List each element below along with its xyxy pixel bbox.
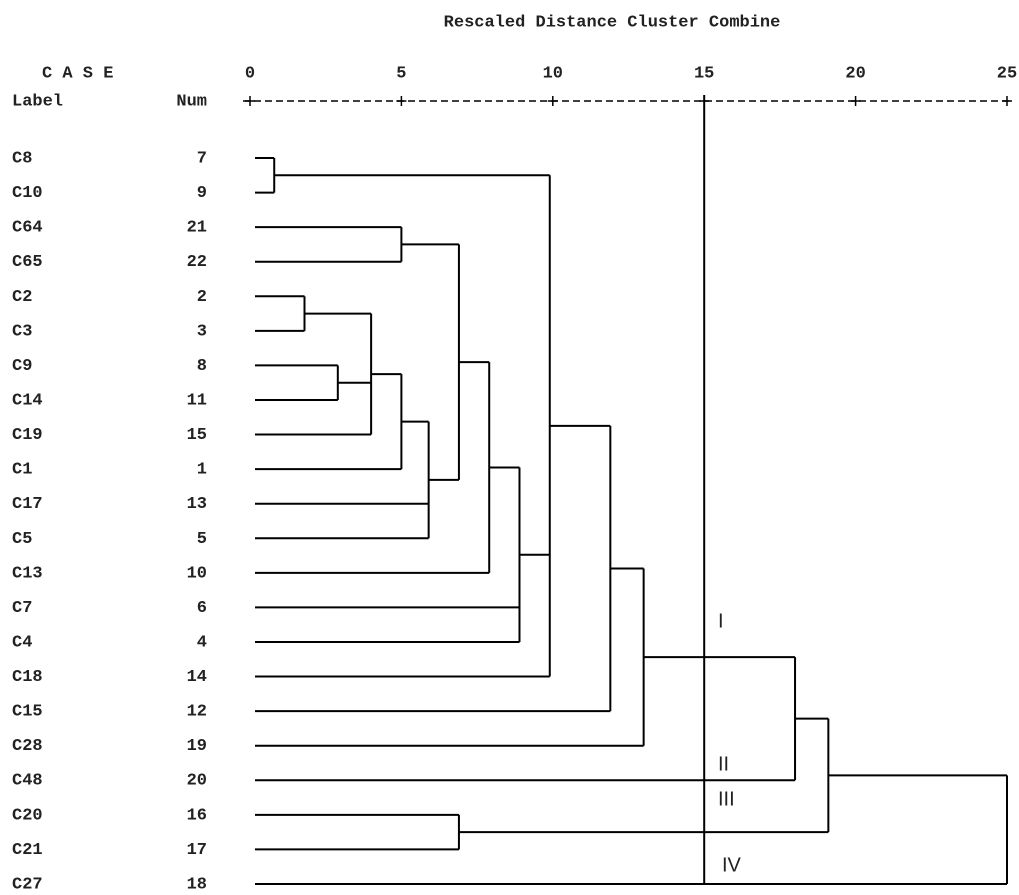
case-label: C18 <box>12 668 43 687</box>
chart-title: Rescaled Distance Cluster Combine <box>444 13 781 32</box>
case-num: 2 <box>197 288 207 307</box>
case-num: 5 <box>197 530 207 549</box>
case-num: 6 <box>197 599 207 618</box>
case-label: C64 <box>12 219 43 238</box>
case-label: C9 <box>12 357 32 376</box>
cluster-label: II <box>718 753 729 775</box>
case-num: 19 <box>187 737 207 756</box>
num-header: Num <box>176 92 207 111</box>
case-num: 7 <box>197 149 207 168</box>
case-label: C65 <box>12 253 43 272</box>
case-label: C2 <box>12 288 32 307</box>
case-num: 16 <box>187 806 207 825</box>
case-num: 9 <box>197 184 207 203</box>
x-tick-label: 5 <box>396 64 406 83</box>
x-tick-label: 15 <box>694 64 714 83</box>
case-label: C21 <box>12 841 43 860</box>
cluster-label: III <box>718 788 735 810</box>
case-num: 18 <box>187 875 207 894</box>
case-label: C10 <box>12 184 43 203</box>
case-num: 3 <box>197 322 207 341</box>
case-num: 20 <box>187 772 207 791</box>
cluster-label: I <box>718 610 724 632</box>
x-tick-label: 20 <box>845 64 865 83</box>
case-num: 1 <box>197 461 207 480</box>
case-header: C A S E <box>42 64 113 83</box>
case-num: 17 <box>187 841 207 860</box>
case-label: C19 <box>12 426 43 445</box>
case-num: 10 <box>187 564 207 583</box>
x-tick-label: 25 <box>997 64 1017 83</box>
case-label: C4 <box>12 633 32 652</box>
case-num: 8 <box>197 357 207 376</box>
case-label: C48 <box>12 772 43 791</box>
case-label: C7 <box>12 599 32 618</box>
case-num: 22 <box>187 253 207 272</box>
case-label: C14 <box>12 391 43 410</box>
x-tick-label: 10 <box>543 64 563 83</box>
cluster-label: IV <box>722 854 742 876</box>
x-tick-label: 0 <box>245 64 255 83</box>
case-label: C28 <box>12 737 43 756</box>
case-label: C8 <box>12 149 32 168</box>
case-label: C13 <box>12 564 43 583</box>
case-num: 13 <box>187 495 207 514</box>
case-label: C20 <box>12 806 43 825</box>
case-label: C27 <box>12 875 43 894</box>
case-label: C1 <box>12 461 32 480</box>
case-num: 15 <box>187 426 207 445</box>
case-label: C5 <box>12 530 32 549</box>
case-num: 14 <box>187 668 207 687</box>
case-label: C15 <box>12 703 43 722</box>
case-num: 4 <box>197 633 207 652</box>
case-label: C17 <box>12 495 43 514</box>
case-num: 11 <box>187 391 207 410</box>
case-label: C3 <box>12 322 32 341</box>
case-num: 21 <box>187 219 207 238</box>
case-num: 12 <box>187 703 207 722</box>
label-header: Label <box>12 92 63 111</box>
